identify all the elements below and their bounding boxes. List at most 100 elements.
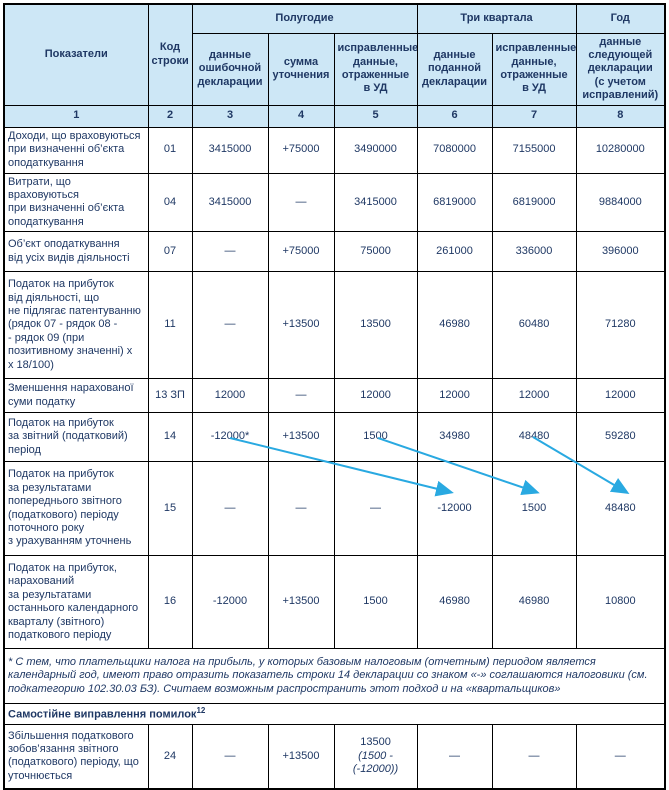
cell-value: 12000 (491, 378, 577, 414)
row-code: 14 (147, 412, 193, 463)
cell-value: 1500 (491, 461, 577, 557)
cell-value: 9884000 (575, 172, 666, 233)
col-header-corrected-data-ud-2: исправленные данные, отраженные в УД (491, 32, 577, 106)
indicator-label: Зменшення нарахованої суми податку (3, 378, 149, 414)
cell-value: +75000 (267, 231, 335, 273)
footnote-row: * С тем, что плательщики налога на прибы… (3, 648, 666, 705)
cell-value: 7155000 (491, 126, 577, 174)
cell-value: 10800 (575, 555, 666, 650)
col-header-corrected-data-ud-1: исправленные данные, отраженные в УД (333, 32, 418, 106)
cell-value: 46980 (416, 271, 493, 380)
table-row-04: Витрати, що враховуються при визначенні … (3, 172, 666, 233)
row-code: 15 (147, 461, 193, 557)
col-header-next-declaration: данные следующей декларации (с учетом ис… (575, 32, 666, 106)
cell-value: 71280 (575, 271, 666, 380)
col-header-adjustment-sum: сумма уточнения (267, 32, 335, 106)
col-group-year: Год (575, 3, 666, 34)
cell-value: 6819000 (416, 172, 493, 233)
cell-value: — (416, 724, 493, 790)
table-row-15: Податок на прибуток за результатами попе… (3, 461, 666, 557)
column-number: 1 (3, 104, 149, 128)
row-code: 16 (147, 555, 193, 650)
cell-value: +13500 (267, 555, 335, 650)
column-number: 2 (147, 104, 193, 128)
cell-value-with-note: 13500 (1500 - (-12000)) (333, 724, 418, 790)
cell-value: 12000 (191, 378, 269, 414)
cell-value: — (191, 271, 269, 380)
cell-value: — (575, 724, 666, 790)
cell-value: 48480 (491, 412, 577, 463)
cell-value: 60480 (491, 271, 577, 380)
cell-value: -12000* (191, 412, 269, 463)
table-row-07: Об’єкт оподаткування від усіх видів діял… (3, 231, 666, 273)
cell-value: 12000 (575, 378, 666, 414)
cell-value: 59280 (575, 412, 666, 463)
row-code: 11 (147, 271, 193, 380)
cell-value: 46980 (416, 555, 493, 650)
cell-value: — (491, 724, 577, 790)
row-code: 04 (147, 172, 193, 233)
header-sub-row: данные ошибочной декларации сумма уточне… (4, 32, 666, 106)
col-header-submitted-declaration: данные поданной декларации (416, 32, 493, 106)
cell-value: — (333, 461, 418, 557)
footnote-text: * С тем, что плательщики налога на прибы… (3, 648, 666, 705)
col-header-erroneous-declaration: данные ошибочной декларации (191, 32, 269, 106)
cell-value: +13500 (267, 412, 335, 463)
col-header-row-code: Код строки (147, 3, 193, 106)
cell-value: 13500 (333, 271, 418, 380)
row-code: 07 (147, 231, 193, 273)
cell-calculation-note: (1500 - (-12000)) (352, 749, 399, 776)
table-row-16: Податок на прибуток, нарахований за резу… (3, 555, 666, 650)
indicator-label: Податок на прибуток від діяльності, що н… (3, 271, 149, 380)
cell-value: 10280000 (575, 126, 666, 174)
indicator-label: Об’єкт оподаткування від усіх видів діял… (3, 231, 149, 273)
row-code: 24 (147, 724, 193, 790)
header-group-row: Показатели Код строки Полугодие Три квар… (3, 3, 666, 106)
indicator-label: Витрати, що враховуються при визначенні … (3, 172, 149, 233)
col-group-three-quarters: Три квартала (416, 3, 577, 34)
cell-value: 75000 (333, 231, 418, 273)
table-row-13zp: Зменшення нарахованої суми податку 13 ЗП… (3, 378, 666, 414)
column-number: 3 (191, 104, 269, 128)
indicator-label: Податок на прибуток за звітний (податков… (3, 412, 149, 463)
cell-value: 3415000 (333, 172, 418, 233)
cell-value: 48480 (575, 461, 666, 557)
cell-value: -12000 (191, 555, 269, 650)
cell-value: 13500 (360, 736, 391, 749)
table-row-11: Податок на прибуток від діяльності, що н… (3, 271, 666, 380)
cell-value: 46980 (491, 555, 577, 650)
indicator-label: Збільшення податкового зобов’язання звіт… (3, 724, 149, 790)
cell-value: — (191, 231, 269, 273)
column-number-row: 1 2 3 4 5 6 7 8 (3, 104, 666, 128)
indicator-label: Податок на прибуток за результатами попе… (3, 461, 149, 557)
indicator-label: Податок на прибуток, нарахований за резу… (3, 555, 149, 650)
cell-value: 3415000 (191, 172, 269, 233)
row-code: 01 (147, 126, 193, 174)
cell-value: 12000 (333, 378, 418, 414)
cell-value: — (191, 461, 269, 557)
cell-value: 6819000 (491, 172, 577, 233)
cell-value: +13500 (267, 724, 335, 790)
cell-value: 7080000 (416, 126, 493, 174)
cell-value: — (191, 724, 269, 790)
cell-value: 3415000 (191, 126, 269, 174)
cell-value: +13500 (267, 271, 335, 380)
cell-value: 12000 (416, 378, 493, 414)
cell-value: — (267, 378, 335, 414)
column-number: 4 (267, 104, 335, 128)
table-row-24: Збільшення податкового зобов’язання звіт… (3, 724, 666, 790)
column-number: 6 (416, 104, 493, 128)
tax-declaration-table-sheet: Показатели Код строки Полугодие Три квар… (3, 3, 667, 790)
section-title: Самостійне виправлення помилок12 (3, 703, 666, 726)
cell-value: — (267, 461, 335, 557)
col-header-indicators: Показатели (3, 3, 149, 106)
cell-value: 1500 (333, 555, 418, 650)
cell-value: +75000 (267, 126, 335, 174)
cell-value: 261000 (416, 231, 493, 273)
column-number: 5 (333, 104, 418, 128)
cell-value: 34980 (416, 412, 493, 463)
cell-value: 396000 (575, 231, 666, 273)
cell-value: -12000 (416, 461, 493, 557)
tax-declaration-table: Показатели Код строки Полугодие Три квар… (3, 3, 667, 790)
column-number: 8 (575, 104, 666, 128)
